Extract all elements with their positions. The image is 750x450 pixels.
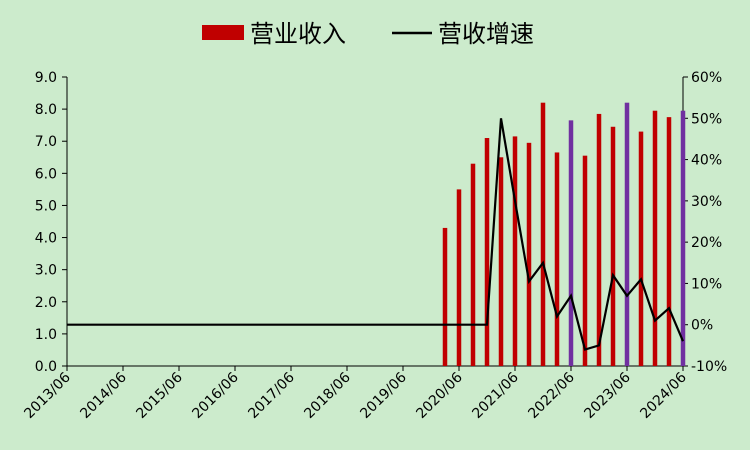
y-right-tick-label: 20% (691, 235, 722, 251)
y-left-tick-label: 5.0 (35, 198, 57, 214)
bar (596, 113, 602, 366)
legend: 营业收入 营收增速 (202, 20, 534, 48)
y-left-tick-label: 3.0 (35, 263, 57, 279)
y-right-tick-label: 30% (691, 194, 722, 210)
bar (610, 126, 616, 367)
growth-line (67, 118, 685, 351)
bar (638, 131, 644, 366)
y-left-tick-label: 9.0 (35, 70, 57, 86)
bar (442, 227, 448, 366)
y-right-tick-label: 10% (691, 276, 722, 292)
legend-label-growth: 营收增速 (438, 20, 534, 48)
bar (568, 120, 574, 366)
bar (666, 117, 672, 366)
bar (582, 155, 588, 366)
y-left-tick-label: 0.0 (35, 359, 57, 375)
x-tick-label: 2023/06 (581, 369, 634, 422)
y-left-tick-label: 7.0 (35, 134, 57, 150)
y-right-tick-label: 40% (691, 153, 722, 169)
x-tick-label: 2014/06 (77, 369, 130, 422)
bar (554, 152, 560, 366)
y-left-tick-label: 4.0 (35, 231, 57, 247)
y-left-tick-label: 2.0 (35, 295, 57, 311)
bar (470, 163, 476, 366)
y-right-tick-label: 50% (691, 111, 722, 127)
x-tick-label: 2015/06 (133, 369, 186, 422)
plot-area: 0.0 1.0 2.0 3.0 4.0 5.0 6.0 7.0 8.0 9.0 -10% 0% 10% 2… (21, 70, 727, 422)
y-left-tick-label: 8.0 (35, 102, 57, 118)
bar (680, 110, 686, 366)
bar (456, 189, 462, 366)
y-right-tick-label: 0% (691, 318, 713, 334)
x-tick-label: 2019/06 (357, 369, 410, 422)
bar (498, 157, 504, 366)
bar (540, 102, 546, 366)
x-tick-label: 2022/06 (525, 369, 578, 422)
bar (526, 142, 532, 366)
x-tick-label: 2021/06 (469, 369, 522, 422)
x-tick-label: 2017/06 (245, 369, 298, 422)
bar (484, 138, 490, 366)
x-tick-label: 2020/06 (413, 369, 466, 422)
bar (624, 102, 630, 366)
x-tick-label: 2024/06 (637, 369, 690, 422)
x-tick-label: 2013/06 (21, 369, 74, 422)
bar (512, 136, 518, 366)
legend-label-revenue: 营业收入 (250, 20, 346, 48)
x-tick-label: 2018/06 (301, 369, 354, 422)
bar (652, 110, 658, 366)
y-right-tick-label: -10% (691, 359, 727, 375)
legend-swatch-revenue (202, 25, 244, 40)
y-right-tick-label: 60% (691, 70, 722, 86)
x-tick-label: 2016/06 (189, 369, 242, 422)
y-left-tick-label: 1.0 (35, 327, 57, 343)
y-left-tick-label: 6.0 (35, 166, 57, 182)
